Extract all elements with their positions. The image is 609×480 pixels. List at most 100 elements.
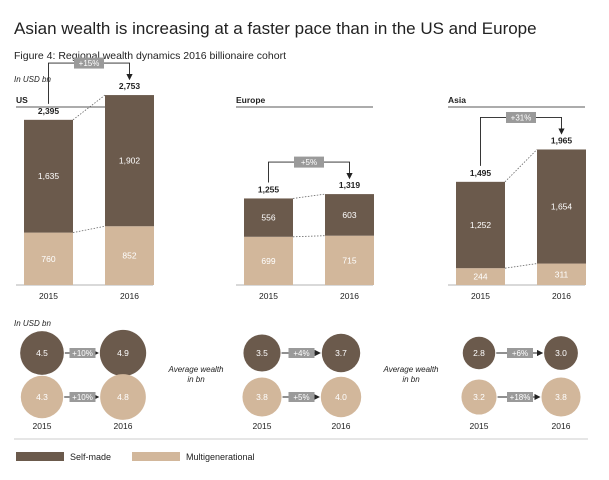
bubble-label: 4.3 [36, 392, 48, 402]
data-label-self-made: 603 [342, 210, 356, 220]
growth-badge-label: +10% [72, 349, 93, 358]
year-tick-label: 2015 [259, 291, 278, 301]
bar-multigenerational-2016 [325, 235, 374, 285]
bar-self-made-2016 [325, 194, 374, 236]
growth-badge-label: +5% [301, 158, 317, 167]
bar-multigenerational-2015 [456, 268, 505, 285]
bubble-label: 4.8 [117, 392, 129, 402]
bubble-label: 3.7 [335, 348, 347, 358]
growth-badge-label: +18% [510, 393, 531, 402]
bubble-multigenerational-2015 [242, 377, 282, 417]
region-label: Europe [236, 95, 266, 105]
average-wealth-label-line-1: Average wealth [383, 365, 440, 374]
legend-label-self-made: Self-made [70, 452, 111, 462]
bubble-label: 4.9 [117, 348, 129, 358]
year-label: 2016 [332, 421, 351, 431]
data-label-multigenerational: 244 [473, 272, 487, 282]
connector-mid [72, 225, 106, 233]
average-wealth-us: 4.5 4.9 +10% 4.3 4.8 +10% 2015 2016 [20, 329, 147, 431]
data-label-multigenerational: 852 [122, 251, 136, 261]
average-wealth-label-1: Average wealth in bn [168, 365, 225, 384]
connector-mid [292, 235, 326, 238]
growth-badge-label: +15% [79, 59, 100, 68]
year-tick-label: 2015 [39, 291, 58, 301]
total-label: 1,965 [551, 135, 573, 145]
bar-self-made-2015 [244, 198, 293, 237]
connector-top [292, 193, 326, 199]
growth-badge [288, 348, 315, 358]
growth-badge [69, 348, 96, 358]
growth-badge [507, 348, 533, 358]
legend-label-multigenerational: Multigenerational [186, 452, 255, 462]
year-tick-label: 2016 [340, 291, 359, 301]
growth-badge-label: +4% [293, 349, 309, 358]
average-wealth-asia: 2.8 3.0 +6% 3.2 3.8 +18% 2015 2016 [461, 336, 581, 431]
total-label: 2,395 [38, 106, 60, 116]
bar-self-made-2015 [24, 119, 73, 233]
average-wealth-label-2: Average wealth in bn [383, 365, 440, 384]
year-label: 2016 [552, 421, 571, 431]
bar-multigenerational-2016 [537, 263, 586, 285]
legend: Self-made Multigenerational [16, 452, 255, 462]
average-wealth-europe: 3.5 3.7 +4% 3.8 4.0 +5% 2015 2016 [242, 333, 362, 431]
average-wealth-panels: 4.5 4.9 +10% 4.3 4.8 +10% 2015 2016 3.5 3.7 +4% 3.8… [20, 329, 581, 431]
bar-multigenerational-2015 [244, 236, 293, 285]
growth-badge [506, 111, 536, 123]
bar-self-made-2015 [456, 181, 505, 269]
growth-badge [69, 392, 96, 402]
total-label: 1,255 [258, 184, 280, 194]
total-label: 2,753 [119, 81, 141, 91]
bubble-self_made-2015 [243, 334, 281, 372]
bubble-self_made-2016 [321, 333, 361, 373]
growth-badge-label: +5% [293, 393, 309, 402]
connector-mid [504, 263, 538, 269]
bar-self-made-2016 [537, 149, 586, 264]
connector-top [504, 149, 538, 183]
year-label: 2015 [253, 421, 272, 431]
region-label: Asia [448, 95, 466, 105]
bubble-label: 4.5 [36, 348, 48, 358]
page-title: Asian wealth is increasing at a faster p… [14, 19, 537, 38]
data-label-self-made: 1,902 [119, 156, 141, 166]
year-label: 2015 [470, 421, 489, 431]
data-label-self-made: 1,635 [38, 171, 60, 181]
bubble-label: 3.8 [256, 392, 268, 402]
legend-swatch-self-made [16, 452, 64, 461]
legend-swatch-multigenerational [132, 452, 180, 461]
bubble-self_made-2015 [462, 336, 496, 370]
data-label-multigenerational: 760 [41, 254, 55, 264]
growth-badge [507, 392, 533, 402]
growth-badge [294, 156, 324, 168]
growth-badge-label: +31% [511, 113, 532, 122]
bubble-label: 3.0 [555, 348, 567, 358]
unit-label-bottom: In USD bn [14, 319, 51, 328]
bar-multigenerational-2015 [24, 232, 73, 285]
bubble-multigenerational-2016 [541, 377, 581, 417]
bubble-label: 3.8 [555, 392, 567, 402]
data-label-multigenerational: 699 [261, 256, 275, 266]
growth-badge [288, 392, 315, 402]
bubble-label: 4.0 [335, 392, 347, 402]
bubble-self_made-2016 [99, 329, 147, 377]
bubble-multigenerational-2015 [461, 379, 497, 415]
growth-badge-label: +10% [72, 393, 93, 402]
bar-panel-asia: Asia 244 1,252 1,495 2015 311 1,654 1,965 2016 +3… [448, 95, 586, 301]
average-wealth-label-line-2: in bn [402, 375, 420, 384]
total-label: 1,319 [339, 180, 361, 190]
connector-top [72, 94, 106, 121]
bar-self-made-2016 [105, 95, 154, 227]
year-label: 2016 [114, 421, 133, 431]
data-label-multigenerational: 311 [555, 269, 569, 279]
bubble-self_made-2016 [544, 336, 578, 370]
bubble-multigenerational-2016 [100, 374, 146, 420]
year-tick-label: 2016 [552, 291, 571, 301]
bar-multigenerational-2016 [105, 226, 154, 285]
bubble-self_made-2015 [20, 331, 64, 375]
year-label: 2015 [33, 421, 52, 431]
data-label-self-made: 556 [261, 213, 275, 223]
bubble-multigenerational-2016 [320, 376, 362, 418]
data-label-self-made: 1,252 [470, 220, 492, 230]
bubble-label: 3.5 [256, 348, 268, 358]
bubble-label: 3.2 [473, 392, 485, 402]
region-label: US [16, 95, 28, 105]
